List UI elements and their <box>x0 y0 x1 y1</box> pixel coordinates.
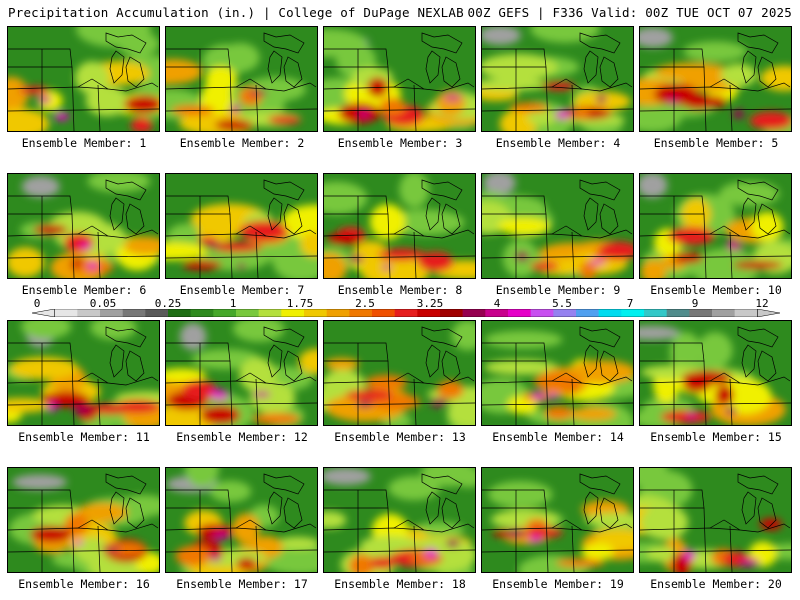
ensemble-map-panel <box>639 173 792 279</box>
ensemble-map-panel <box>7 173 160 279</box>
ensemble-member-label: Ensemble Member: 4 <box>495 136 621 150</box>
ensemble-map-panel <box>639 467 792 573</box>
colorbar-tick-label: 1.75 <box>286 297 314 310</box>
colorbar-segment <box>644 309 667 317</box>
ensemble-map-panel <box>323 467 476 573</box>
colorbar-segment <box>485 309 509 317</box>
colorbar-tick-label: 0.05 <box>89 297 117 310</box>
ensemble-member-label: Ensemble Member: 18 <box>334 577 466 591</box>
colorbar-tick-label: 12 <box>755 297 769 310</box>
colorbar-segment <box>734 309 758 317</box>
colorbar-segment <box>326 309 350 317</box>
ensemble-member-label: Ensemble Member: 16 <box>18 577 150 591</box>
ensemble-map-panel <box>323 26 476 132</box>
colorbar-tick-label: 4 <box>493 297 501 310</box>
colorbar-segment <box>77 309 101 317</box>
colorbar-segment <box>304 309 327 317</box>
colorbar-segment <box>440 309 463 317</box>
ensemble-map-panel <box>7 320 160 426</box>
ensemble-member-label: Ensemble Member: 19 <box>492 577 624 591</box>
ensemble-map-panel <box>323 173 476 279</box>
ensemble-map-panel <box>7 26 160 132</box>
colorbar-segment <box>236 309 259 317</box>
ensemble-member-label: Ensemble Member: 1 <box>21 136 147 150</box>
ensemble-member-label: Ensemble Member: 2 <box>179 136 305 150</box>
ensemble-member-label: Ensemble Member: 6 <box>21 283 147 297</box>
ensemble-map-panel <box>481 173 634 279</box>
colorbar-tick-label: 5.5 <box>552 297 572 310</box>
ensemble-map-panel <box>481 467 634 573</box>
header-valid-time: 00Z GEFS | F336 Valid: 00Z TUE OCT 07 20… <box>467 5 792 20</box>
ensemble-member-label: Ensemble Member: 11 <box>18 430 150 444</box>
colorbar-segment <box>122 309 146 317</box>
ensemble-map-panel <box>7 467 160 573</box>
colorbar-segment <box>145 309 169 317</box>
colorbar-tick-label: 1 <box>229 297 237 310</box>
colorbar-segment <box>417 309 441 317</box>
colorbar-segment <box>372 309 395 317</box>
ensemble-member-label: Ensemble Member: 3 <box>337 136 463 150</box>
ensemble-member-label: Ensemble Member: 10 <box>650 283 782 297</box>
colorbar-segment <box>394 309 418 317</box>
colorbar-segment <box>100 309 123 317</box>
ensemble-map-panel <box>165 320 318 426</box>
colorbar-segment <box>508 309 531 317</box>
colorbar-segment <box>666 309 690 317</box>
ensemble-member-label: Ensemble Member: 17 <box>176 577 308 591</box>
colorbar-segment <box>689 309 713 317</box>
colorbar-segment <box>530 309 554 317</box>
ensemble-member-label: Ensemble Member: 7 <box>179 283 305 297</box>
ensemble-member-label: Ensemble Member: 20 <box>650 577 782 591</box>
colorbar-tick-label: 7 <box>626 297 634 310</box>
ensemble-map-panel <box>639 26 792 132</box>
colorbar-tick-label: 3.25 <box>416 297 444 310</box>
ensemble-map-panel <box>481 26 634 132</box>
colorbar-segment <box>576 309 599 317</box>
colorbar-tick-label: 0.25 <box>154 297 182 310</box>
colorbar-segment <box>462 309 486 317</box>
colorbar-tick-label: 2.5 <box>355 297 375 310</box>
ensemble-map-panel <box>639 320 792 426</box>
ensemble-map-panel <box>323 320 476 426</box>
colorbar-segment <box>258 309 282 317</box>
ensemble-map-panel <box>165 26 318 132</box>
colorbar-segment <box>598 309 622 317</box>
colorbar-segment <box>213 309 237 317</box>
colorbar-segment <box>281 309 305 317</box>
ensemble-map-panel <box>165 467 318 573</box>
ensemble-member-label: Ensemble Member: 15 <box>650 430 782 444</box>
ensemble-member-label: Ensemble Member: 13 <box>334 430 466 444</box>
header-title: Precipitation Accumulation (in.) | Colle… <box>8 5 464 20</box>
ensemble-member-label: Ensemble Member: 14 <box>492 430 624 444</box>
ensemble-member-label: Ensemble Member: 12 <box>176 430 308 444</box>
colorbar-segment <box>190 309 214 317</box>
colorbar-segment <box>54 309 78 317</box>
ensemble-map-panel <box>481 320 634 426</box>
colorbar-segment <box>168 309 191 317</box>
colorbar-left-arrow <box>32 309 55 317</box>
colorbar-segment <box>621 309 645 317</box>
ensemble-member-label: Ensemble Member: 8 <box>337 283 463 297</box>
ensemble-member-label: Ensemble Member: 9 <box>495 283 621 297</box>
colorbar-segment <box>349 309 373 317</box>
colorbar-right-arrow <box>757 309 780 317</box>
colorbar-segment <box>712 309 735 317</box>
color-scale-bar <box>32 309 780 317</box>
ensemble-map-panel <box>165 173 318 279</box>
colorbar-segment <box>553 309 577 317</box>
ensemble-member-label: Ensemble Member: 5 <box>653 136 779 150</box>
colorbar-tick-label: 0 <box>33 297 41 310</box>
colorbar-tick-label: 9 <box>691 297 699 310</box>
